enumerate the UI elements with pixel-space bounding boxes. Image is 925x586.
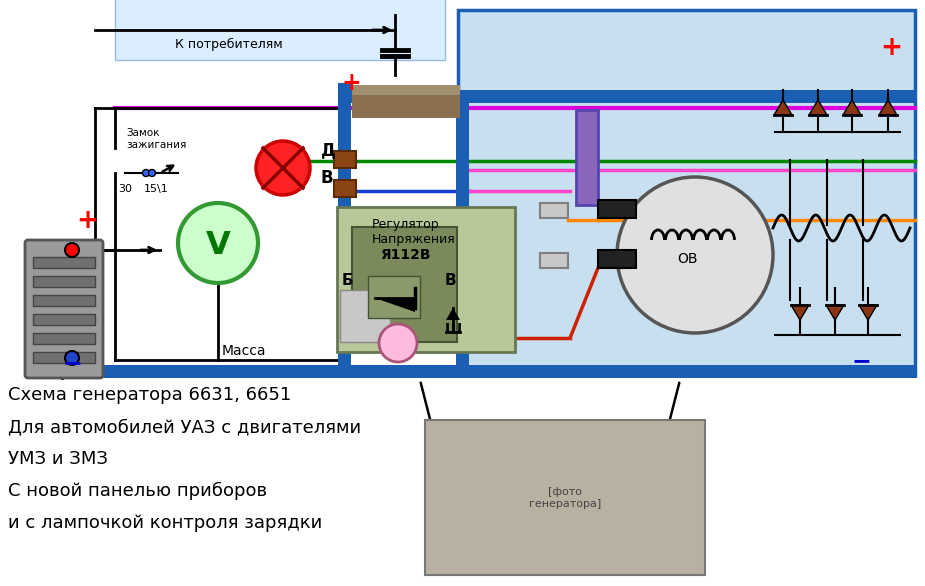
Text: −: − bbox=[852, 349, 871, 373]
Polygon shape bbox=[826, 305, 844, 320]
Polygon shape bbox=[859, 305, 877, 320]
Polygon shape bbox=[843, 100, 861, 115]
Bar bbox=[352, 93, 460, 118]
Bar bbox=[28, 365, 917, 378]
Circle shape bbox=[178, 203, 258, 283]
Circle shape bbox=[65, 243, 79, 257]
Text: Д: Д bbox=[321, 141, 336, 159]
Bar bbox=[540, 203, 568, 218]
Bar bbox=[33, 352, 95, 363]
Bar bbox=[334, 180, 356, 197]
Text: и с лампочкой контроля зарядки: и с лампочкой контроля зарядки bbox=[8, 514, 322, 532]
Circle shape bbox=[149, 169, 155, 176]
Bar bbox=[33, 333, 95, 344]
Text: Я112В: Я112В bbox=[380, 248, 430, 262]
Text: −: − bbox=[62, 351, 82, 375]
Text: +: + bbox=[76, 208, 98, 234]
Text: Для автомобилей УАЗ с двигателями: Для автомобилей УАЗ с двигателями bbox=[8, 418, 361, 436]
Polygon shape bbox=[809, 100, 827, 115]
Circle shape bbox=[142, 169, 150, 176]
Polygon shape bbox=[774, 100, 792, 115]
Bar bbox=[540, 253, 568, 268]
Bar bbox=[33, 314, 95, 325]
Bar bbox=[576, 110, 598, 205]
Bar bbox=[33, 295, 95, 306]
Bar bbox=[458, 10, 915, 375]
Bar bbox=[115, 0, 445, 60]
Text: V: V bbox=[205, 230, 230, 261]
Text: 15\1: 15\1 bbox=[144, 184, 168, 194]
Circle shape bbox=[65, 351, 79, 365]
Bar bbox=[425, 420, 705, 575]
Bar bbox=[338, 83, 351, 378]
Text: Масса: Масса bbox=[222, 344, 266, 358]
Bar bbox=[334, 151, 356, 168]
Bar bbox=[33, 276, 95, 287]
Circle shape bbox=[379, 324, 417, 362]
Text: Регулятор: Регулятор bbox=[372, 218, 439, 231]
Text: К потребителям: К потребителям bbox=[175, 38, 283, 51]
Text: [фото
генератора]: [фото генератора] bbox=[529, 487, 601, 509]
Text: Б: Б bbox=[342, 273, 353, 288]
Text: УМЗ и ЗМЗ: УМЗ и ЗМЗ bbox=[8, 450, 108, 468]
Bar bbox=[598, 250, 636, 268]
Text: Напряжения: Напряжения bbox=[372, 233, 456, 246]
Polygon shape bbox=[879, 100, 897, 115]
Text: В: В bbox=[445, 273, 457, 288]
Bar bbox=[456, 103, 469, 378]
Bar bbox=[33, 257, 95, 268]
Text: ОВ: ОВ bbox=[677, 252, 697, 266]
Bar bbox=[340, 290, 390, 342]
FancyBboxPatch shape bbox=[25, 240, 103, 378]
Text: В: В bbox=[321, 169, 334, 187]
Polygon shape bbox=[446, 308, 460, 320]
Bar bbox=[598, 200, 636, 218]
Polygon shape bbox=[375, 298, 415, 312]
Text: 30: 30 bbox=[118, 184, 132, 194]
Text: Схема генератора 6631, 6651: Схема генератора 6631, 6651 bbox=[8, 386, 291, 404]
Bar bbox=[337, 207, 515, 352]
Polygon shape bbox=[791, 305, 809, 320]
Text: +: + bbox=[342, 71, 362, 95]
Text: +: + bbox=[880, 35, 902, 61]
Text: Замок
зажигания: Замок зажигания bbox=[126, 128, 186, 150]
Circle shape bbox=[256, 141, 310, 195]
Bar bbox=[352, 227, 457, 342]
Bar bbox=[338, 90, 915, 103]
Text: С новой панелью приборов: С новой панелью приборов bbox=[8, 482, 267, 500]
Text: Ш: Ш bbox=[445, 322, 462, 336]
Circle shape bbox=[617, 177, 773, 333]
Bar bbox=[352, 85, 460, 95]
Bar bbox=[368, 276, 420, 318]
